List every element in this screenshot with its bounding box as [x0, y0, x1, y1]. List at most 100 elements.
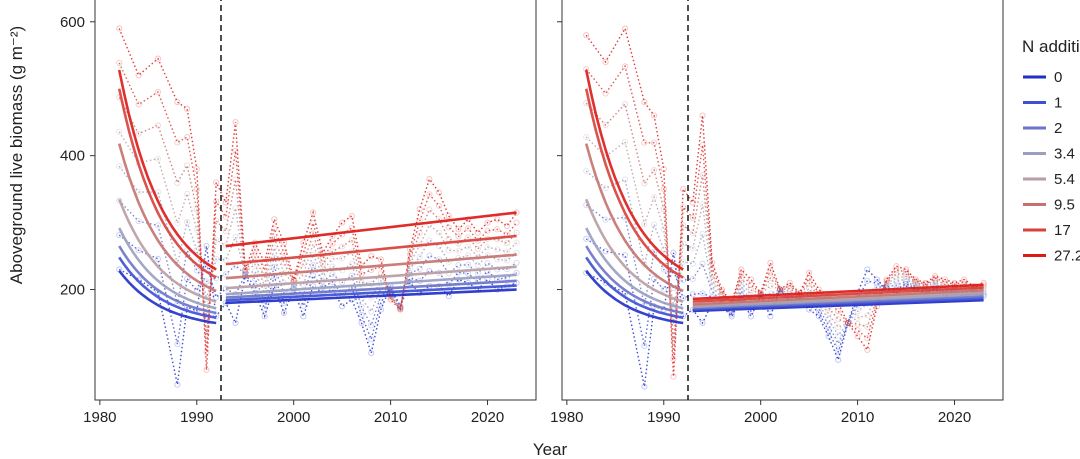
- observation-point: [445, 212, 452, 219]
- observation-point: [835, 332, 842, 339]
- observation-point: [621, 100, 629, 108]
- observation-point: [368, 336, 375, 343]
- observation-point: [670, 338, 677, 345]
- observation-point: [348, 224, 355, 231]
- x-tick-label: 1980: [550, 409, 583, 426]
- observation-point: [416, 230, 423, 237]
- observation-point: [844, 319, 851, 327]
- observation-point: [484, 260, 491, 267]
- fit-line-post: [692, 298, 984, 313]
- observation-point: [184, 275, 191, 282]
- fit-line-post: [225, 284, 517, 302]
- observation-point: [426, 252, 433, 259]
- observation-point: [193, 267, 200, 274]
- observation-point: [300, 239, 307, 246]
- observation-point: [651, 194, 658, 201]
- observation-point: [825, 310, 832, 317]
- observation-point: [602, 90, 609, 97]
- x-tick-label: 2020: [471, 409, 504, 426]
- observation-point: [651, 139, 658, 146]
- observation-point: [426, 237, 433, 244]
- observation-point: [465, 261, 472, 268]
- observation-point: [621, 138, 629, 145]
- observation-point: [718, 288, 725, 295]
- legend-label: 5.4: [1054, 171, 1075, 188]
- observation-point: [193, 226, 200, 233]
- observation-point: [825, 316, 832, 323]
- observation-point: [513, 259, 520, 266]
- plot-frame: [561, 0, 1004, 401]
- x-tick-label: 2010: [374, 409, 407, 426]
- observation-point: [261, 267, 268, 274]
- observation-point: [747, 281, 755, 288]
- observation-point: [893, 266, 900, 273]
- fit-line-post: [225, 253, 517, 280]
- fit-line-pre: [117, 88, 217, 279]
- observation-point: [154, 122, 162, 129]
- observation-point: [135, 101, 142, 108]
- observation-point: [310, 262, 317, 269]
- observation-point: [699, 201, 706, 208]
- observation-point: [368, 308, 375, 315]
- observation-point: [583, 133, 590, 141]
- observation-point: [503, 257, 510, 264]
- observation-point: [922, 279, 929, 286]
- observation-point: [583, 167, 590, 175]
- observation-point: [154, 55, 162, 62]
- observation-point: [680, 186, 687, 193]
- fit-line-post: [225, 288, 517, 305]
- legend-label: 3.4: [1054, 146, 1075, 163]
- x-tick-label: 2000: [277, 409, 310, 426]
- observation-point: [222, 271, 229, 278]
- observation-point: [174, 139, 181, 146]
- observation-point: [767, 313, 774, 320]
- observation-point: [339, 255, 346, 262]
- observation-point: [835, 324, 842, 331]
- series-dotted-line: [118, 62, 518, 353]
- observation-point: [184, 218, 191, 226]
- observation-point: [203, 278, 210, 285]
- observation-point: [844, 319, 851, 327]
- x-tick-label: 2010: [841, 409, 874, 426]
- observation-point: [583, 32, 590, 39]
- observation-point: [806, 269, 813, 276]
- observation-point: [602, 248, 609, 255]
- fit-line-post: [692, 288, 984, 306]
- observation-point: [174, 179, 181, 186]
- observation-point: [689, 230, 696, 237]
- observation-point: [310, 272, 317, 279]
- observation-point: [213, 275, 220, 282]
- legend-label: 9.5: [1054, 197, 1075, 214]
- observation-point: [641, 180, 648, 187]
- fit-line-post: [692, 296, 984, 311]
- fit-line-post: [692, 294, 984, 310]
- observation-point: [368, 350, 375, 357]
- x-tick-label: 1990: [180, 409, 213, 426]
- observation-point: [436, 202, 443, 209]
- observation-point: [747, 276, 755, 283]
- observation-point: [709, 276, 716, 284]
- observation-point: [174, 341, 181, 348]
- observation-point: [280, 249, 288, 256]
- observation-point: [416, 265, 423, 273]
- fit-line-post: [692, 290, 984, 307]
- observation-point: [455, 226, 462, 233]
- observation-point: [494, 226, 501, 233]
- observation-point: [135, 188, 142, 196]
- observation-point: [474, 262, 481, 269]
- y-tick-label: 200: [60, 282, 85, 299]
- fit-line-pre: [585, 256, 684, 319]
- observation-point: [844, 319, 851, 327]
- fit-line-pre: [117, 69, 217, 271]
- observation-point: [660, 186, 667, 193]
- observation-point: [767, 267, 774, 274]
- observation-point: [699, 260, 706, 267]
- observation-point: [184, 162, 191, 169]
- observation-point: [416, 253, 423, 261]
- fit-line-pre: [117, 198, 217, 303]
- observation-point: [426, 206, 433, 213]
- series-dotted-line: [585, 170, 984, 337]
- fit-line-pre: [118, 269, 217, 325]
- fit-line-post: [225, 279, 517, 299]
